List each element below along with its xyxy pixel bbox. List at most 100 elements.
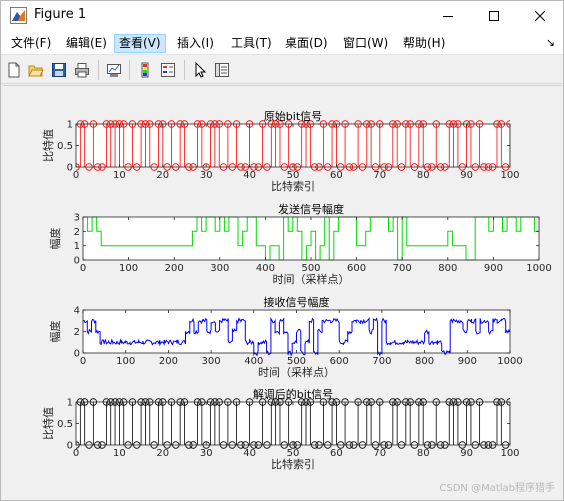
print-icon[interactable] xyxy=(72,59,92,80)
minimize-icon xyxy=(443,16,453,17)
select-pointer-icon[interactable] xyxy=(190,59,210,80)
x-tick-label: 70 xyxy=(373,448,386,459)
x-tick-label: 40 xyxy=(243,170,256,181)
title-bar[interactable]: Figure 1 xyxy=(1,1,563,31)
menu-insert[interactable]: 插入(I) xyxy=(177,36,214,50)
plots-svg: 0 10 20 30 40 50 60 70 80 90 10000.51原始bit信号比特索引比特… xyxy=(41,109,552,471)
subplot-title: 接收信号幅度 xyxy=(264,295,330,309)
menu-view[interactable]: 查看(V) xyxy=(114,34,166,53)
subplot-2: 0 100 200 300 400 500 600 700 800 900 10000123发送信号… xyxy=(48,202,552,286)
x-tick-label: 600 xyxy=(330,356,349,367)
y-tick-label: 4 xyxy=(74,306,80,317)
x-tick-label: 400 xyxy=(256,263,275,274)
plot-area xyxy=(83,317,510,357)
open-file-icon[interactable] xyxy=(26,59,46,80)
x-axis-label: 时间（采样点） xyxy=(258,365,335,379)
x-tick-label: 900 xyxy=(458,356,477,367)
y-tick-label: 0 xyxy=(67,163,73,174)
y-tick-label: 1 xyxy=(67,120,73,131)
save-icon[interactable] xyxy=(49,59,69,80)
x-tick-label: 800 xyxy=(415,356,434,367)
signal-line xyxy=(83,216,539,261)
x-tick-label: 1000 xyxy=(497,356,522,367)
subplot-4: 0 10 20 30 40 50 60 70 80 90 100 0 0.5 1 解调后的bit信号比特索引… xyxy=(41,387,520,471)
x-tick-label: 20 xyxy=(156,170,169,181)
x-tick-label: 80 xyxy=(417,170,430,181)
x-axis-label: 时间（采样点） xyxy=(273,272,350,286)
x-tick-label: 900 xyxy=(484,263,503,274)
toolbar-separator xyxy=(184,60,185,80)
y-tick-label: 1 xyxy=(67,398,73,409)
window-title: Figure 1 xyxy=(34,7,87,22)
x-tick-label: 80 xyxy=(417,448,430,459)
close-button[interactable] xyxy=(517,1,563,31)
menu-file[interactable]: 文件(F) xyxy=(11,36,52,50)
x-tick-label: 500 xyxy=(301,263,320,274)
x-tick-label: 800 xyxy=(438,263,457,274)
y-tick-label: 0 xyxy=(74,349,80,360)
y-tick-label: 0 xyxy=(67,441,73,452)
matlab-app-icon xyxy=(10,7,27,24)
minimize-button[interactable] xyxy=(425,1,471,31)
y-axis-label: 比特值 xyxy=(41,407,55,440)
y-tick-label: 0.5 xyxy=(57,141,73,152)
subplot-title: 解调后的bit信号 xyxy=(253,387,333,401)
y-axis-label: 幅度 xyxy=(48,228,62,250)
y-axis-label: 比特值 xyxy=(41,129,55,162)
insert-colorbar-icon[interactable] xyxy=(135,59,155,80)
signal-line xyxy=(83,317,510,357)
x-tick-label: 0 xyxy=(80,263,86,274)
menu-help[interactable]: 帮助(H) xyxy=(403,36,446,50)
y-tick-label: 3 xyxy=(74,213,80,224)
x-tick-label: 50 xyxy=(287,170,300,181)
close-icon xyxy=(535,11,545,21)
y-tick-label: 2 xyxy=(74,227,80,238)
x-tick-label: 20 xyxy=(156,448,169,459)
menu-tools[interactable]: 工具(T) xyxy=(231,36,272,50)
subplot-title: 原始bit信号 xyxy=(264,109,322,123)
maximize-button[interactable] xyxy=(471,1,517,31)
x-tick-label: 0 xyxy=(73,170,79,181)
insert-legend-icon[interactable] xyxy=(158,59,178,80)
x-tick-label: 90 xyxy=(460,170,473,181)
x-tick-label: 100 xyxy=(500,170,519,181)
y-tick-label: 1 xyxy=(74,241,80,252)
x-tick-label: 200 xyxy=(159,356,178,367)
x-tick-label: 500 xyxy=(287,356,306,367)
x-tick-label: 40 xyxy=(243,448,256,459)
y-tick-label: 0.5 xyxy=(57,419,73,430)
axes-background xyxy=(83,310,510,353)
y-axis-label: 幅度 xyxy=(48,321,62,343)
property-editor-icon[interactable] xyxy=(212,59,232,80)
figure-canvas[interactable]: 0 10 20 30 40 50 60 70 80 90 100 0 0.5 1 原始bit信号 比特索引 比特… xyxy=(3,85,562,500)
x-tick-label: 10 xyxy=(113,170,126,181)
x-tick-label: 700 xyxy=(393,263,412,274)
plot-area xyxy=(83,216,539,261)
y-tick-label: 0 xyxy=(74,256,80,267)
link-plot-icon[interactable] xyxy=(104,59,124,80)
maximize-icon xyxy=(489,11,499,21)
x-tick-label: 60 xyxy=(330,170,343,181)
menu-edit[interactable]: 编辑(E) xyxy=(66,36,107,50)
axes-background xyxy=(76,402,510,445)
x-tick-label: 100 xyxy=(500,448,519,459)
x-tick-label: 60 xyxy=(330,448,343,459)
x-tick-label: 400 xyxy=(244,356,263,367)
toolbar-separator xyxy=(98,60,99,80)
toolbar-separator xyxy=(129,60,130,80)
x-tick-label: 700 xyxy=(372,356,391,367)
new-figure-icon[interactable] xyxy=(4,59,24,80)
dock-arrow-icon[interactable]: ↘ xyxy=(545,36,555,49)
x-tick-label: 100 xyxy=(119,263,138,274)
menu-window[interactable]: 窗口(W) xyxy=(343,36,389,50)
menu-desktop[interactable]: 桌面(D) xyxy=(285,36,328,50)
x-tick-label: 200 xyxy=(165,263,184,274)
x-tick-label: 10 xyxy=(113,448,126,459)
x-tick-label: 90 xyxy=(460,448,473,459)
x-axis-label: 比特索引 xyxy=(271,179,315,193)
x-tick-label: 0 xyxy=(80,356,86,367)
x-tick-label: 70 xyxy=(373,170,386,181)
watermark-text: CSDN @Matlab程序猎手 xyxy=(439,483,555,494)
